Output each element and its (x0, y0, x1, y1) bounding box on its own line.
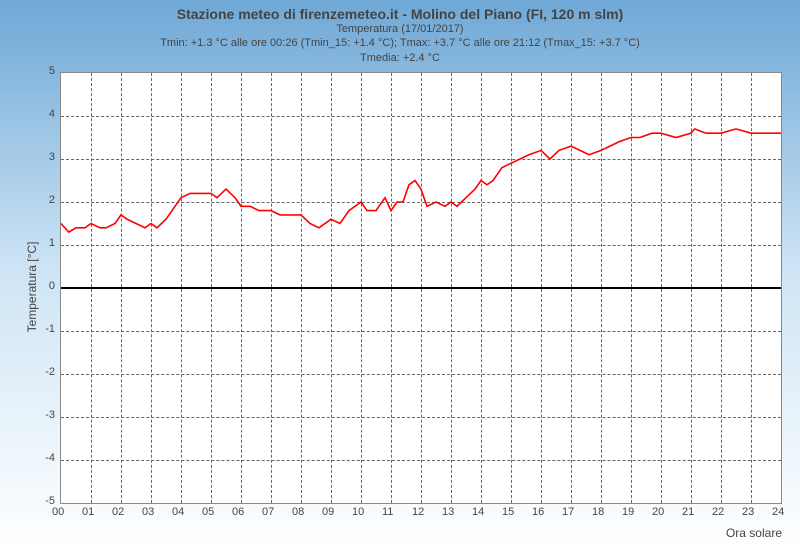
y-tick-label: -3 (25, 409, 55, 421)
x-tick-label: 05 (202, 506, 214, 518)
y-tick-label: -4 (25, 452, 55, 464)
x-tick-label: 23 (742, 506, 754, 518)
x-tick-label: 12 (412, 506, 424, 518)
x-tick-label: 16 (532, 506, 544, 518)
y-tick-label: 5 (25, 65, 55, 77)
x-tick-label: 10 (352, 506, 364, 518)
subtitle-line1: Temperatura (17/01/2017) (336, 23, 463, 35)
chart-subtitle: Temperatura (17/01/2017) Tmin: +1.3 °C a… (0, 22, 800, 65)
x-tick-label: 01 (82, 506, 94, 518)
y-tick-label: 4 (25, 108, 55, 120)
subtitle-line2: Tmin: +1.3 °C alle ore 00:26 (Tmin_15: +… (160, 37, 640, 49)
x-tick-label: 20 (652, 506, 664, 518)
x-tick-label: 07 (262, 506, 274, 518)
x-tick-label: 03 (142, 506, 154, 518)
x-tick-label: 04 (172, 506, 184, 518)
temperature-line (61, 73, 781, 503)
x-tick-label: 15 (502, 506, 514, 518)
chart-container: Stazione meteo di firenzemeteo.it - Moli… (0, 0, 800, 550)
x-tick-label: 02 (112, 506, 124, 518)
y-tick-label: -5 (25, 495, 55, 507)
x-tick-label: 06 (232, 506, 244, 518)
x-tick-label: 17 (562, 506, 574, 518)
chart-title: Stazione meteo di firenzemeteo.it - Moli… (0, 0, 800, 22)
x-tick-label: 19 (622, 506, 634, 518)
x-tick-label: 22 (712, 506, 724, 518)
y-tick-label: -2 (25, 366, 55, 378)
x-tick-label: 00 (52, 506, 64, 518)
x-tick-label: 14 (472, 506, 484, 518)
y-tick-label: 3 (25, 151, 55, 163)
x-tick-label: 13 (442, 506, 454, 518)
x-axis-label: Ora solare (726, 526, 782, 540)
y-tick-label: 1 (25, 237, 55, 249)
subtitle-line3: Tmedia: +2.4 °C (360, 52, 440, 64)
y-tick-label: 2 (25, 194, 55, 206)
x-tick-label: 11 (382, 506, 393, 518)
x-tick-label: 18 (592, 506, 604, 518)
plot-area (60, 72, 782, 504)
x-tick-label: 08 (292, 506, 304, 518)
x-tick-label: 09 (322, 506, 334, 518)
x-tick-label: 21 (682, 506, 694, 518)
y-tick-label: -1 (25, 323, 55, 335)
x-tick-label: 24 (772, 506, 784, 518)
y-tick-label: 0 (25, 280, 55, 292)
